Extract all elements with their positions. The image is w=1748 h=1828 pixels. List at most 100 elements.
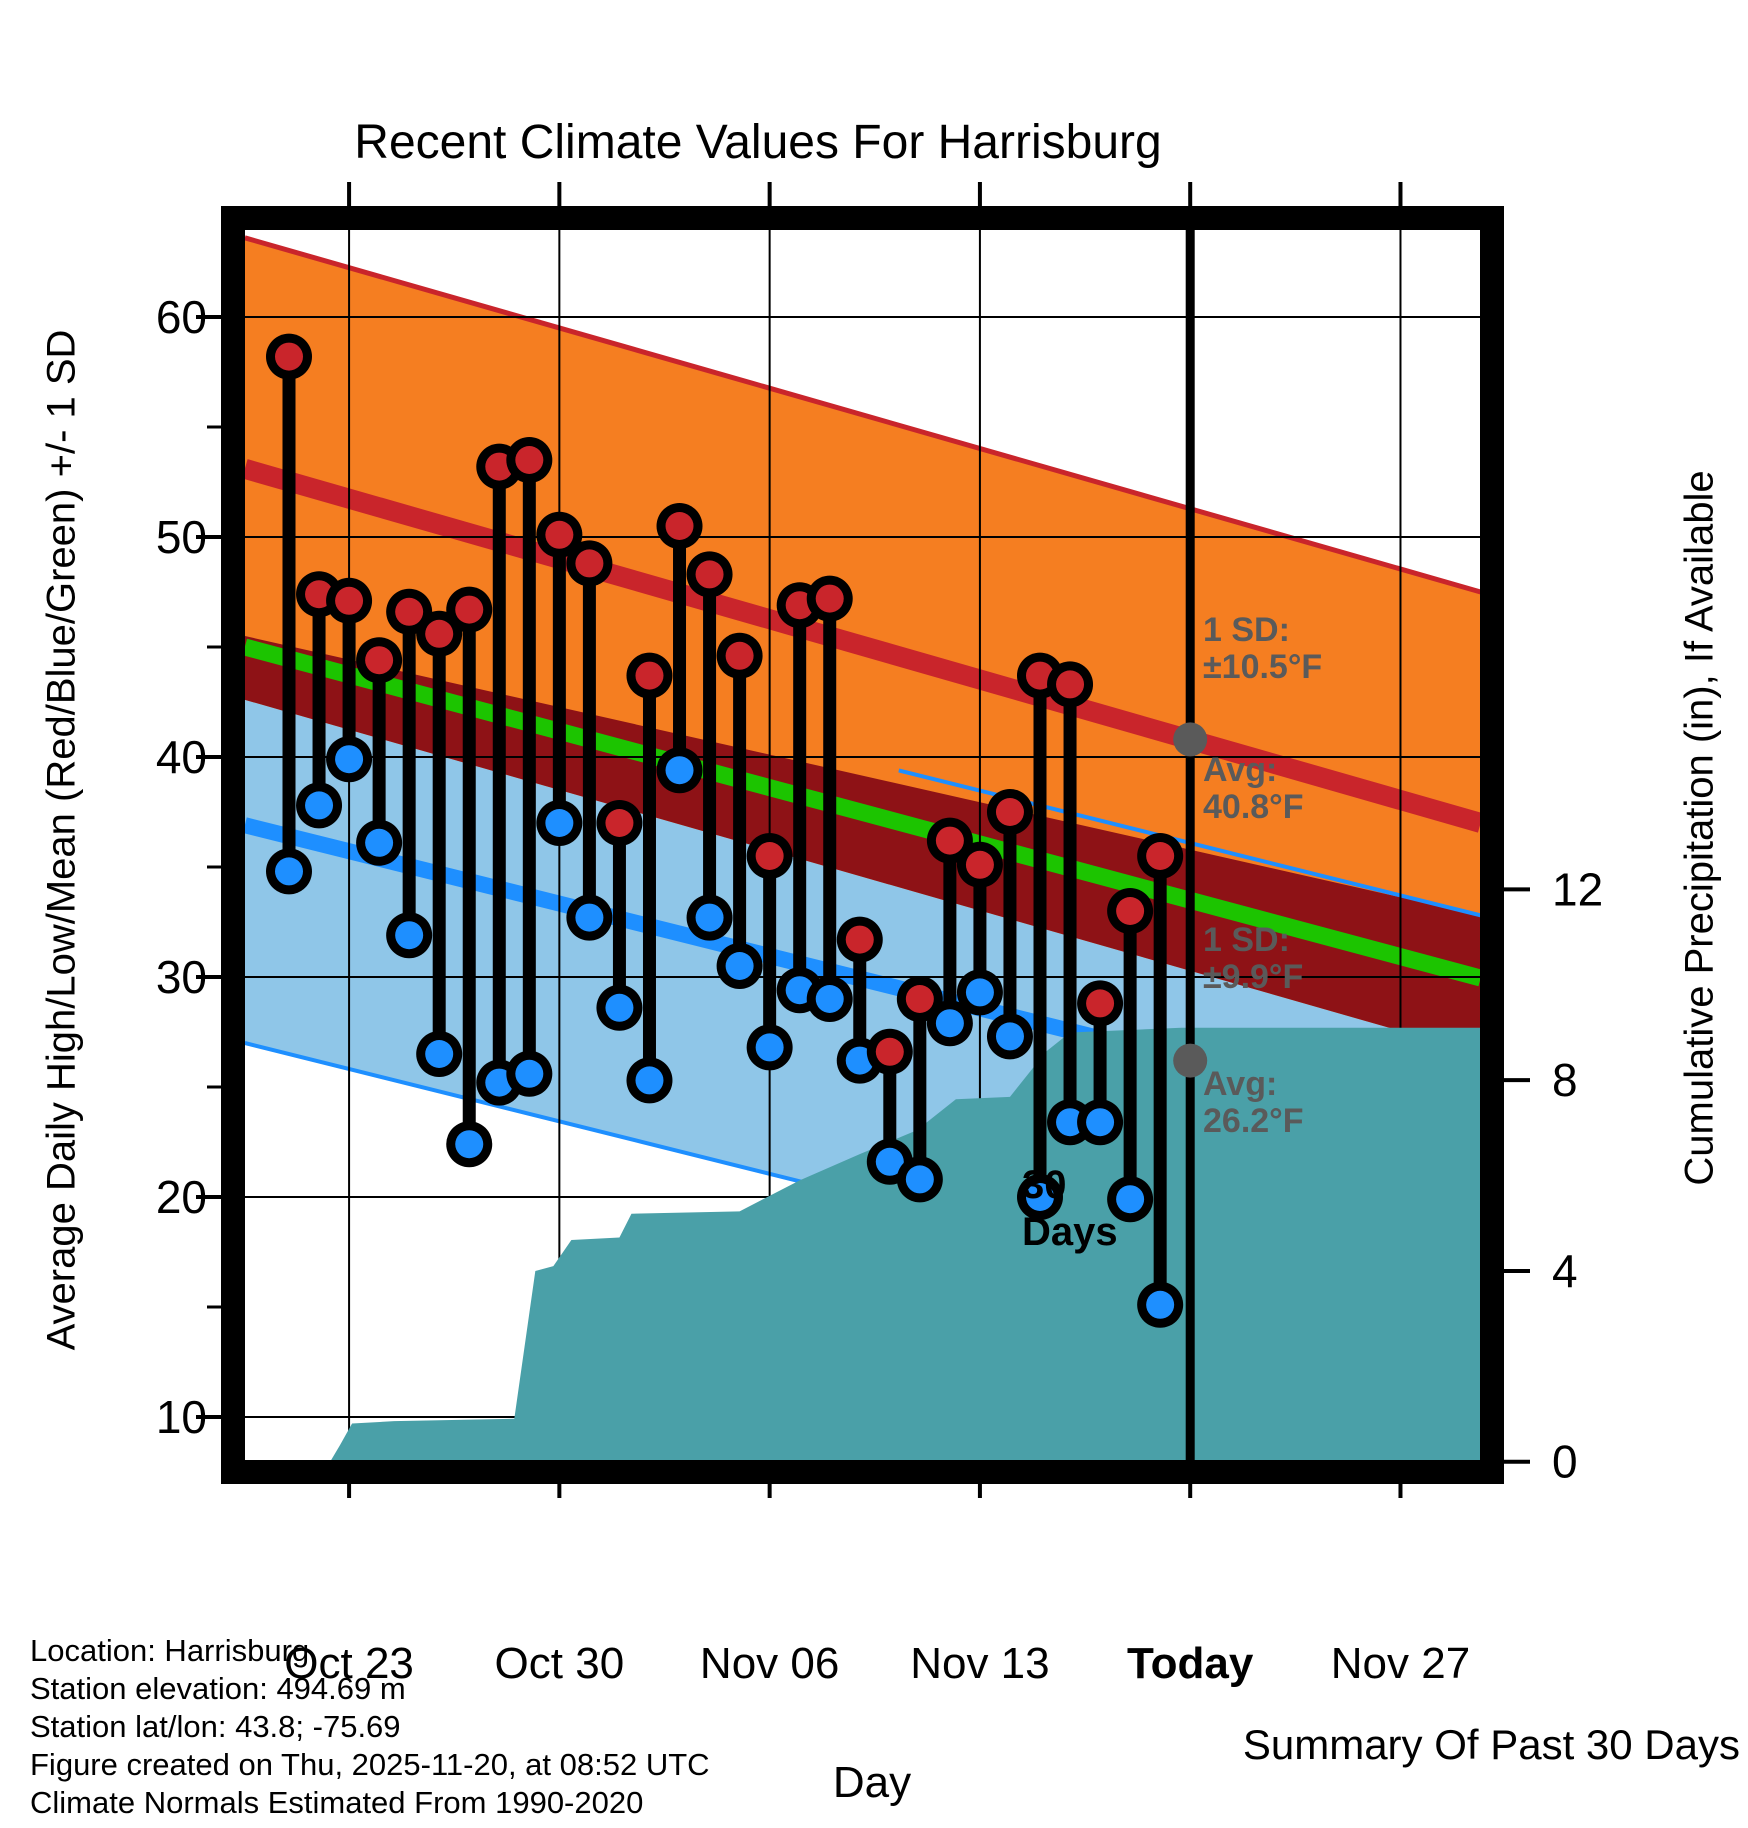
day-stem-nov-02 bbox=[626, 652, 673, 1104]
plot-area bbox=[245, 230, 1480, 1460]
right-tick-label: 8 bbox=[1552, 1054, 1578, 1106]
station-latlon: Station lat/lon: 43.8; -75.69 bbox=[30, 1709, 401, 1744]
high-dot bbox=[815, 584, 844, 613]
low-dot bbox=[545, 809, 574, 837]
annotation-sd-high-l1: 1 SD: bbox=[1203, 611, 1290, 649]
high-dot bbox=[1056, 670, 1085, 699]
figure-created-timestamp: Figure created on Thu, 2025-11-20, at 08… bbox=[30, 1747, 710, 1782]
annotation-sd-high-l2: ±10.5°F bbox=[1203, 648, 1323, 686]
low-dot bbox=[485, 1068, 514, 1097]
high-dot bbox=[905, 985, 934, 1013]
low-dot bbox=[845, 1046, 874, 1075]
mean-line bbox=[245, 638, 1480, 987]
day-stem-nov-11 bbox=[896, 976, 943, 1203]
day-stem-nov-19 bbox=[1137, 833, 1184, 1328]
climate-normals-note: Climate Normals Estimated From 1990-2020 bbox=[30, 1785, 644, 1820]
high-dot bbox=[1026, 661, 1054, 690]
low-dot bbox=[875, 1147, 904, 1176]
high-dot bbox=[365, 646, 394, 675]
high-dot bbox=[335, 586, 364, 615]
left-tick-label: 60 bbox=[156, 291, 207, 343]
low-dot bbox=[575, 903, 604, 932]
high-dot bbox=[395, 597, 424, 626]
low-dot bbox=[515, 1059, 544, 1088]
low-dot bbox=[395, 921, 424, 950]
low-dot bbox=[1026, 1183, 1054, 1211]
x-tick-label: Oct 23 bbox=[284, 1639, 414, 1688]
day-stem-nov-17 bbox=[1077, 980, 1124, 1146]
annotation-sd-low: 1 SD: ±9.9°F bbox=[1203, 922, 1303, 996]
x-tick-label: Today bbox=[1127, 1639, 1254, 1688]
low-dot bbox=[815, 985, 844, 1013]
plot-frame bbox=[221, 206, 1504, 1484]
high-dot bbox=[935, 826, 964, 855]
high-dot bbox=[995, 798, 1024, 826]
high-dot bbox=[275, 342, 303, 371]
low-dot bbox=[425, 1040, 454, 1068]
high-dot bbox=[845, 925, 874, 954]
low-dot bbox=[1146, 1290, 1175, 1319]
high-dot bbox=[605, 809, 634, 837]
low-dot bbox=[755, 1033, 784, 1062]
day-stem-nov-12 bbox=[926, 817, 973, 1047]
high-dot bbox=[455, 595, 484, 624]
low-dot bbox=[1086, 1108, 1115, 1137]
low-dot bbox=[305, 791, 334, 820]
summary-block: Summary Of Past 30 Days Warmest/Coldest:… bbox=[840, 1630, 1740, 1828]
left-tick-label: 40 bbox=[156, 731, 207, 783]
high-dot bbox=[695, 560, 724, 589]
low-dot bbox=[785, 976, 814, 1005]
annotation-sd-high: 1 SD: ±10.5°F bbox=[1203, 612, 1322, 686]
low-dot bbox=[1056, 1108, 1085, 1137]
day-stem-oct-26 bbox=[416, 610, 463, 1077]
high-dot bbox=[785, 591, 814, 620]
low-dot bbox=[275, 857, 303, 886]
low-dot bbox=[455, 1130, 484, 1159]
day-stem-nov-05 bbox=[716, 632, 763, 989]
left-tick-label: 10 bbox=[156, 1391, 207, 1443]
low-dot bbox=[935, 1009, 964, 1038]
day-stem-oct-31 bbox=[566, 540, 613, 941]
high-dot bbox=[515, 446, 544, 474]
day-stem-oct-27 bbox=[446, 586, 493, 1168]
high-dot bbox=[305, 580, 334, 609]
high-dot bbox=[1146, 842, 1175, 870]
day-stem-nov-18 bbox=[1107, 888, 1154, 1223]
day-stem-oct-24 bbox=[356, 637, 403, 866]
summary-heading: Summary Of Past 30 Days bbox=[1242, 1721, 1740, 1768]
window-days-l1: 30 bbox=[1022, 1163, 1067, 1207]
day-stem-oct-23 bbox=[326, 577, 373, 783]
high-dot bbox=[965, 850, 994, 879]
low-dot bbox=[335, 745, 364, 774]
low-dot bbox=[605, 993, 634, 1022]
window-30-days-label: 30 Days bbox=[1022, 1162, 1118, 1256]
low-dot bbox=[635, 1066, 664, 1095]
day-stem-nov-08 bbox=[806, 575, 853, 1022]
high-dot bbox=[425, 619, 454, 648]
high-dot bbox=[875, 1037, 904, 1066]
low-dot bbox=[695, 903, 724, 932]
today-avg-marker bbox=[1173, 1043, 1208, 1078]
high-dot bbox=[635, 661, 664, 690]
left-tick-label: 20 bbox=[156, 1171, 207, 1223]
high-dot bbox=[755, 842, 784, 870]
left-tick-label: 50 bbox=[156, 511, 207, 563]
day-stem-oct-29 bbox=[506, 437, 553, 1097]
annotation-sd-low-l1: 1 SD: bbox=[1203, 921, 1290, 959]
annotation-avg-low-l2: 26.2°F bbox=[1203, 1102, 1304, 1140]
annotation-avg-high-l1: Avg: bbox=[1203, 751, 1278, 789]
x-tick-label: Nov 06 bbox=[700, 1639, 839, 1688]
day-stem-nov-15 bbox=[1017, 652, 1063, 1220]
low-dot bbox=[905, 1165, 934, 1194]
high-dot bbox=[665, 512, 694, 540]
x-tick-label: Nov 27 bbox=[1331, 1639, 1470, 1688]
page-title: Recent Climate Values For Harrisburg bbox=[354, 116, 1162, 169]
low-dot bbox=[1116, 1185, 1145, 1214]
annotation-avg-low-l1: Avg: bbox=[1203, 1065, 1278, 1103]
annotation-sd-low-l2: ±9.9°F bbox=[1203, 958, 1304, 996]
low-dot bbox=[965, 978, 994, 1007]
right-axis-title: Cumulative Precipitation (in), If Availa… bbox=[1677, 470, 1722, 1186]
